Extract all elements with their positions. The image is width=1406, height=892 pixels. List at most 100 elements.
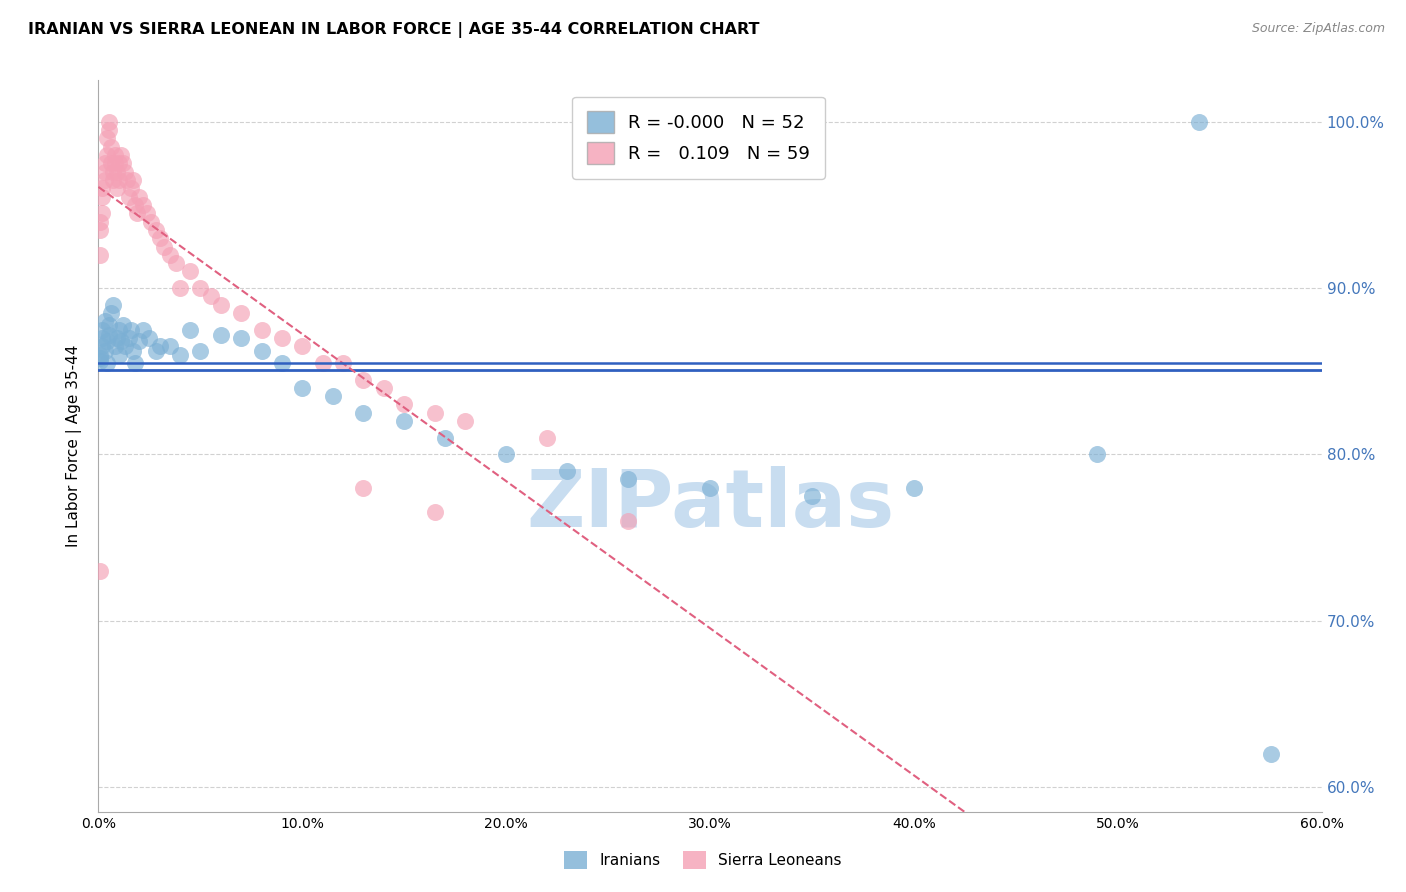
Point: [149, 339, 172, 353]
Point: [89, 223, 111, 237]
Point: [270, 356, 294, 370]
Point: [108, 323, 131, 337]
Point: [97, 115, 120, 129]
Point: [124, 198, 146, 212]
Point: [149, 231, 172, 245]
Point: [93, 164, 115, 178]
Point: [617, 472, 640, 486]
Point: [250, 323, 273, 337]
Point: [423, 406, 446, 420]
Point: [108, 347, 131, 361]
Point: [101, 298, 124, 312]
Point: [96, 131, 118, 145]
Point: [100, 156, 122, 170]
Point: [145, 344, 167, 359]
Point: [136, 206, 159, 220]
Point: [312, 356, 335, 370]
Point: [124, 356, 146, 370]
Point: [200, 289, 222, 303]
Point: [100, 140, 122, 154]
Point: [159, 248, 181, 262]
Point: [128, 189, 150, 203]
Point: [105, 181, 128, 195]
Point: [89, 347, 111, 361]
Point: [169, 281, 191, 295]
Point: [104, 148, 127, 162]
Point: [209, 327, 232, 342]
Point: [291, 381, 314, 395]
Point: [1188, 115, 1211, 129]
Point: [101, 164, 124, 178]
Point: [120, 323, 142, 337]
Point: [270, 331, 294, 345]
Point: [152, 239, 174, 253]
Point: [104, 339, 127, 353]
Point: [132, 323, 155, 337]
Point: [105, 164, 128, 178]
Point: [118, 189, 141, 203]
Point: [165, 256, 187, 270]
Point: [291, 339, 314, 353]
Point: [101, 173, 124, 187]
Point: [120, 181, 142, 195]
Point: [108, 156, 131, 170]
Point: [91, 331, 114, 345]
Point: [96, 356, 118, 370]
Point: [392, 414, 416, 428]
Point: [122, 344, 145, 359]
Point: [536, 431, 558, 445]
Legend: Iranians, Sierra Leoneans: Iranians, Sierra Leoneans: [558, 845, 848, 875]
Point: [188, 281, 212, 295]
Point: [89, 351, 111, 365]
Point: [188, 344, 212, 359]
Point: [179, 323, 201, 337]
Point: [89, 214, 111, 228]
Text: ZIPatlas: ZIPatlas: [526, 466, 894, 543]
Point: [332, 356, 354, 370]
Point: [93, 344, 115, 359]
Point: [141, 214, 163, 228]
Point: [373, 381, 395, 395]
Y-axis label: In Labor Force | Age 35-44: In Labor Force | Age 35-44: [66, 345, 83, 547]
Point: [434, 431, 457, 445]
Point: [110, 334, 132, 349]
Point: [114, 339, 136, 353]
Point: [115, 173, 138, 187]
Point: [145, 223, 167, 237]
Point: [100, 306, 122, 320]
Point: [209, 298, 232, 312]
Point: [617, 514, 640, 528]
Point: [322, 389, 344, 403]
Point: [114, 164, 136, 178]
Point: [93, 173, 115, 187]
Point: [128, 334, 150, 349]
Point: [89, 564, 111, 578]
Text: Source: ZipAtlas.com: Source: ZipAtlas.com: [1251, 22, 1385, 36]
Point: [250, 344, 273, 359]
Point: [89, 354, 111, 368]
Point: [108, 173, 131, 187]
Point: [127, 206, 149, 220]
Point: [699, 481, 721, 495]
Point: [903, 481, 925, 495]
Point: [91, 323, 114, 337]
Point: [231, 306, 253, 320]
Point: [801, 489, 824, 503]
Point: [169, 347, 191, 361]
Point: [352, 372, 374, 386]
Point: [110, 148, 132, 162]
Point: [423, 506, 446, 520]
Point: [159, 339, 181, 353]
Point: [93, 156, 115, 170]
Point: [89, 248, 111, 262]
Point: [179, 264, 201, 278]
Point: [96, 148, 118, 162]
Text: IRANIAN VS SIERRA LEONEAN IN LABOR FORCE | AGE 35-44 CORRELATION CHART: IRANIAN VS SIERRA LEONEAN IN LABOR FORCE…: [28, 22, 759, 38]
Point: [1260, 747, 1282, 761]
Point: [105, 331, 128, 345]
Point: [1085, 447, 1108, 461]
Point: [91, 206, 114, 220]
Point: [97, 327, 120, 342]
Point: [231, 331, 253, 345]
Point: [93, 314, 115, 328]
